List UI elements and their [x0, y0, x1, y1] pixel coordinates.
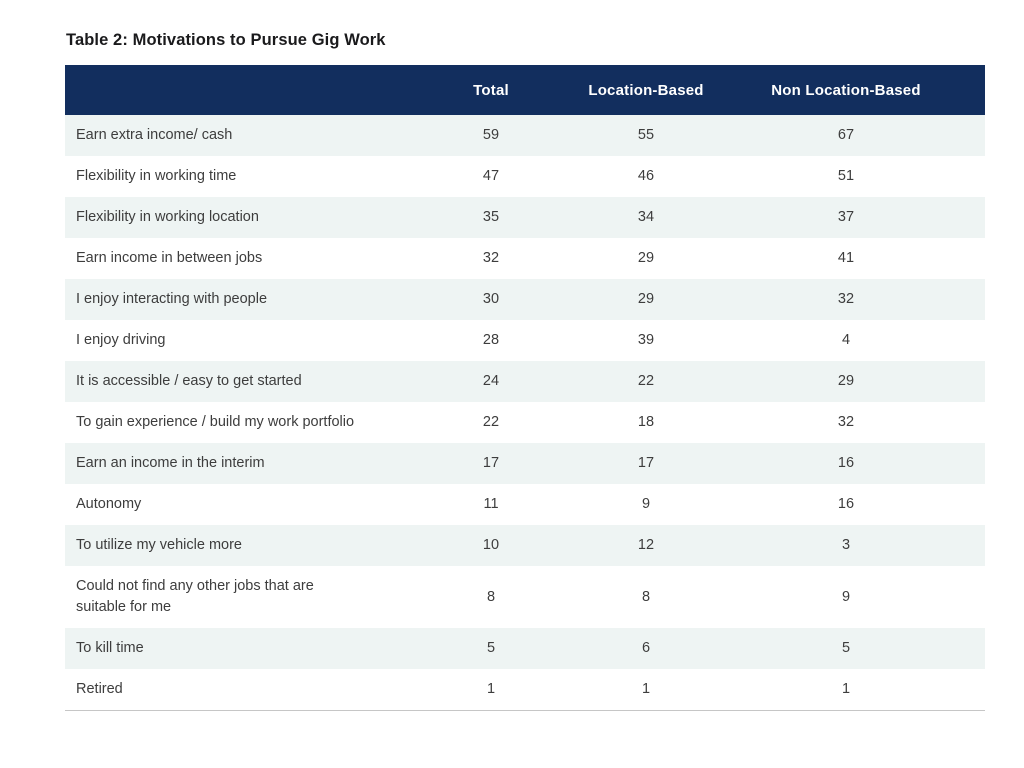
row-label: Earn income in between jobs	[76, 250, 263, 266]
cell-value: 41	[837, 250, 855, 266]
table-body: Earn extra income/ cash 59 55 67 Flexibility…	[65, 115, 985, 711]
table-row: To gain experience / build my work portf…	[65, 402, 985, 443]
table-row: Earn an income in the interim 17 17 16	[65, 443, 985, 484]
table-row: Flexibility in working time 47 46 51	[65, 156, 985, 197]
header-row: Total Location-Based Non Location-Based	[65, 65, 985, 115]
row-label: It is accessible / easy to get started	[76, 373, 302, 389]
cell-value: 34	[637, 209, 655, 225]
row-label: Flexibility in working time	[76, 168, 237, 184]
cell-value: 29	[637, 250, 655, 266]
cell-value: 22	[637, 373, 655, 389]
row-label: Flexibility in working location	[76, 209, 259, 225]
cell-value: 11	[483, 496, 499, 512]
row-label: To utilize my vehicle more	[76, 537, 242, 553]
cell-value: 30	[482, 291, 500, 307]
cell-value: 67	[837, 127, 855, 143]
cell-value: 17	[637, 455, 655, 471]
cell-value: 55	[637, 127, 655, 143]
table-row: It is accessible / easy to get started 24…	[65, 361, 985, 402]
row-label: Could not find any other jobs that are s…	[76, 578, 314, 615]
table-header: Total Location-Based Non Location-Based	[65, 65, 985, 115]
table-row: Could not find any other jobs that are s…	[65, 566, 985, 628]
cell-value: 32	[837, 414, 855, 430]
cell-value: 16	[837, 455, 855, 471]
row-label: Earn extra income/ cash	[76, 127, 233, 143]
row-label: To kill time	[76, 640, 144, 656]
header-cell-location-based: Location-Based	[555, 65, 737, 115]
cell-value: 47	[482, 168, 500, 184]
row-label: Retired	[65, 669, 427, 711]
cell-value: 10	[482, 537, 500, 553]
cell-value: 4	[841, 332, 851, 348]
cell-value: 3	[841, 537, 851, 553]
row-label: I enjoy driving	[76, 332, 166, 348]
cell-value: 37	[837, 209, 855, 225]
cell-value: 32	[482, 250, 500, 266]
table-row: To utilize my vehicle more 10 12 3	[65, 525, 985, 566]
row-label: I enjoy interacting with people	[76, 291, 268, 307]
cell-value: 8	[641, 588, 651, 605]
cell-value: 17	[482, 455, 500, 471]
table-row: I enjoy interacting with people 30 29 32	[65, 279, 985, 320]
cell-value: 9	[641, 496, 651, 512]
row-label: To gain experience / build my work portf…	[76, 414, 355, 430]
cell-value: 1	[737, 669, 985, 711]
row-label: Earn an income in the interim	[76, 455, 265, 471]
table-row: Autonomy 11 9 16	[65, 484, 985, 525]
cell-value: 29	[637, 291, 655, 307]
header-cell-empty	[65, 65, 427, 115]
cell-value: 6	[641, 640, 651, 656]
cell-value: 51	[837, 168, 855, 184]
cell-value: 29	[837, 373, 855, 389]
cell-value: 18	[637, 414, 655, 430]
cell-value: 5	[841, 640, 851, 656]
row-label: Autonomy	[76, 496, 142, 512]
table-row: Retired 1 1 1	[65, 669, 985, 711]
cell-value: 16	[837, 496, 855, 512]
cell-value: 24	[482, 373, 500, 389]
cell-value: 59	[482, 127, 500, 143]
table-row: To kill time 5 6 5	[65, 628, 985, 669]
header-cell-non-location-based: Non Location-Based	[737, 65, 985, 115]
table-row: Flexibility in working location 35 34 37	[65, 197, 985, 238]
motivations-table: Total Location-Based Non Location-Based …	[65, 65, 985, 711]
cell-value: 46	[637, 168, 655, 184]
cell-value: 12	[637, 537, 655, 553]
cell-value: 1	[427, 669, 555, 711]
cell-value: 9	[841, 588, 851, 605]
header-cell-total: Total	[427, 65, 555, 115]
cell-value: 28	[482, 332, 500, 348]
cell-value: 32	[837, 291, 855, 307]
table-row: Earn income in between jobs 32 29 41	[65, 238, 985, 279]
table-row: I enjoy driving 28 39 4	[65, 320, 985, 361]
cell-value: 39	[637, 332, 655, 348]
table-title: Table 2: Motivations to Pursue Gig Work	[66, 31, 386, 49]
cell-value: 35	[482, 209, 500, 225]
cell-value: 8	[486, 588, 496, 605]
cell-value: 22	[482, 414, 500, 430]
cell-value: 5	[486, 640, 496, 656]
table-row: Earn extra income/ cash 59 55 67	[65, 115, 985, 156]
cell-value: 1	[555, 669, 737, 711]
